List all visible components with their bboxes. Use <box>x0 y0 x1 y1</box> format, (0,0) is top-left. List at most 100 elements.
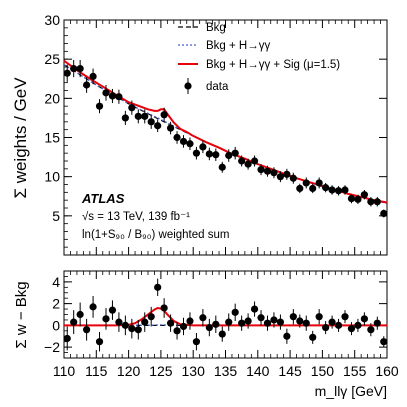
upper-data-point <box>302 179 310 187</box>
upper-data-point <box>334 187 343 195</box>
upper-data-point <box>347 195 356 203</box>
upper-data-point <box>89 72 97 80</box>
upper-data-point <box>315 179 323 187</box>
upper-y-tick-label: 5 <box>52 208 60 224</box>
upper-data-point <box>212 151 220 159</box>
upper-data-point <box>367 198 375 206</box>
lower-data-point <box>360 315 368 323</box>
upper-data-point <box>179 137 188 146</box>
upper-data-point <box>250 157 259 165</box>
upper-data-point <box>218 163 226 171</box>
upper-data-point <box>296 184 304 193</box>
lower-data-point <box>341 313 349 321</box>
lower-data-point <box>276 318 285 326</box>
legend-data-label: data <box>206 81 229 93</box>
upper-data-point <box>276 173 285 181</box>
upper-data-point <box>141 112 149 120</box>
upper-y-axis-label: Σ weights / GeV <box>11 77 30 199</box>
lower-data-point <box>354 321 362 329</box>
x-tick-label: 125 <box>149 363 173 379</box>
lower-data-point <box>179 322 188 331</box>
lower-data-point <box>160 304 168 312</box>
lower-x-ticks: 110 115 120 125 130 135 140 145 150 155 160 <box>53 271 399 379</box>
upper-data-point <box>283 170 291 178</box>
x-tick-label: 110 <box>53 363 76 379</box>
weighting-label: ln(1+S₉₀ / B₉₀) weighted sum <box>82 229 229 241</box>
lower-data-point <box>296 317 304 325</box>
lower-data-point <box>250 305 259 313</box>
lower-data-point <box>166 319 175 327</box>
legend-bkg-label: Bkg <box>206 22 226 34</box>
x-tick-label: 120 <box>117 363 141 379</box>
lower-data-point <box>244 317 252 325</box>
upper-data-point <box>121 114 129 122</box>
upper-data-point <box>225 151 233 160</box>
upper-data-point <box>341 186 349 194</box>
lower-data-point <box>70 318 78 326</box>
lower-data-point <box>154 283 162 291</box>
x-tick-label: 145 <box>278 363 302 379</box>
lower-data-point <box>380 338 388 346</box>
lower-data-point <box>212 320 220 328</box>
upper-y-tick-label: 10 <box>44 169 60 185</box>
upper-data-point <box>328 186 336 194</box>
lower-data-point <box>186 317 194 325</box>
upper-y-tick-label: 30 <box>44 12 60 28</box>
lower-data-point <box>231 308 239 316</box>
upper-data-point <box>257 166 265 174</box>
x-tick-label: 155 <box>343 363 367 379</box>
lower-data-point <box>322 323 330 332</box>
lower-data-point <box>263 319 272 327</box>
upper-data-point <box>166 124 175 132</box>
lower-data-point <box>134 326 142 334</box>
upper-data-point <box>373 198 381 206</box>
upper-data-point <box>192 149 201 157</box>
upper-data-point <box>160 111 168 119</box>
upper-data-point <box>238 157 246 165</box>
lower-data-point <box>115 318 123 326</box>
upper-data-point <box>63 69 71 77</box>
upper-data-point <box>263 167 272 175</box>
lower-data-point <box>108 306 117 314</box>
energy-label: √s = 13 TeV, 139 fb⁻¹ <box>82 210 190 223</box>
lower-data-point <box>121 321 129 329</box>
upper-data-point <box>380 209 388 218</box>
upper-data-point <box>205 150 213 158</box>
lower-data-point <box>89 303 97 311</box>
lower-data-point <box>257 314 265 322</box>
upper-data-point <box>244 160 252 168</box>
lower-data-point <box>199 314 207 322</box>
lower-data-point <box>141 318 149 326</box>
lower-data-point <box>218 330 226 338</box>
legend: Bkg Bkg + H→γγ Bkg + H→γγ + Sig (μ=1.5) … <box>178 22 340 94</box>
upper-data-point <box>83 81 91 89</box>
upper-data-point <box>231 149 239 157</box>
upper-y-tick-label: 20 <box>44 90 60 106</box>
upper-data-point <box>134 112 142 120</box>
upper-data-point <box>199 143 207 151</box>
upper-data-point <box>309 184 317 193</box>
x-tick-label: 130 <box>182 363 206 379</box>
upper-data-point <box>115 93 123 101</box>
x-tick-label: 115 <box>85 363 108 379</box>
x-tick-label: 135 <box>214 363 238 379</box>
lower-data-points <box>63 278 388 352</box>
upper-data-point <box>70 64 78 73</box>
lower-y-ticks: −2 0 2 4 <box>44 274 387 355</box>
experiment-label: ATLAS <box>81 191 125 206</box>
lower-data-point <box>192 338 201 346</box>
lower-data-point <box>128 325 136 333</box>
lower-data-point <box>373 319 381 327</box>
lower-data-point <box>76 310 84 319</box>
upper-data-point <box>108 92 117 100</box>
upper-y-tick-label: 25 <box>44 51 60 67</box>
upper-panel: 5 10 15 20 25 30 Σ weights / GeV Bkg Bkg + H→… <box>11 12 388 256</box>
lower-data-point <box>328 318 336 326</box>
lower-data-point <box>270 316 278 324</box>
upper-data-point <box>76 64 84 73</box>
x-tick-label: 140 <box>246 363 270 379</box>
lower-data-point <box>334 321 343 329</box>
lower-data-point <box>347 325 356 333</box>
